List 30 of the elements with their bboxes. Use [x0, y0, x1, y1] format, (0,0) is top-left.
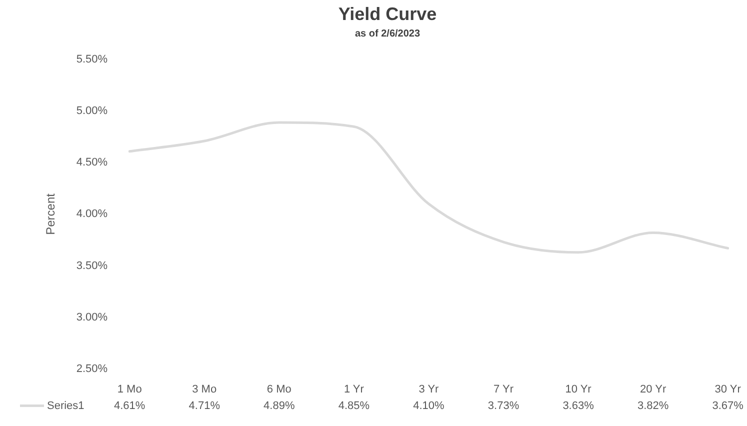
data-label: 4.89% [264, 400, 295, 412]
x-tick-label: 1 Yr [344, 383, 364, 396]
y-tick-label: 2.50% [76, 362, 108, 375]
x-tick-label: 20 Yr [640, 383, 666, 396]
data-label: 4.61% [114, 400, 146, 412]
x-tick-label: 10 Yr [565, 383, 592, 396]
line-series [128, 121, 730, 254]
y-axis-title: Percent [44, 192, 58, 235]
y-tick-label: 3.00% [76, 311, 108, 324]
x-tick-label: 7 Yr [494, 383, 514, 396]
y-tick-label: 4.00% [76, 208, 108, 220]
x-tick-label: 1 Mo [117, 383, 142, 396]
y-tick-label: 3.50% [76, 260, 108, 272]
data-label: 3.73% [488, 400, 520, 412]
x-tick-label: 30 Yr [714, 383, 742, 396]
data-label: 4.10% [413, 400, 445, 412]
data-label: 4.85% [338, 400, 370, 412]
chart-subtitle: as of 2/6/2023 [354, 28, 420, 40]
chart-title: Yield Curve [338, 4, 437, 24]
x-tick-label: 3 Yr [418, 383, 440, 396]
data-label: 3.63% [562, 400, 594, 412]
x-tick-label: 3 Mo [192, 383, 217, 396]
y-tick-label: 5.50% [76, 54, 108, 66]
data-label: 3.82% [637, 400, 669, 412]
y-tick-label: 4.50% [76, 156, 108, 169]
data-label: 4.71% [188, 400, 220, 412]
legend-label: Series1 [47, 400, 84, 412]
y-tick-label: 5.00% [76, 105, 108, 118]
data-label: 3.67% [712, 400, 744, 412]
x-tick-label: 6 Mo [266, 383, 292, 396]
